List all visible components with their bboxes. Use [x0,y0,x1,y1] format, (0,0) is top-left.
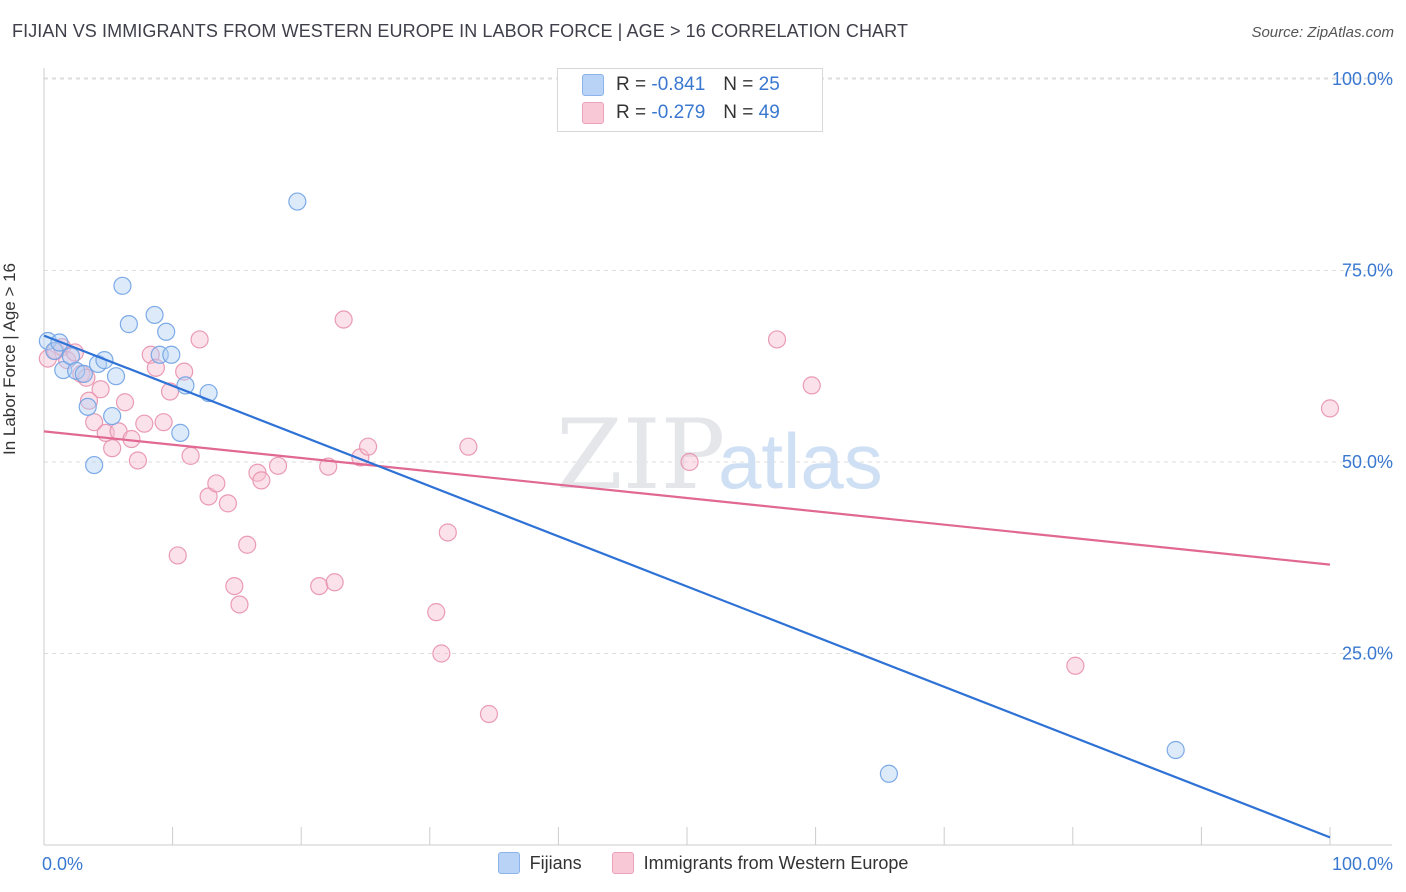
fijians-swatch [582,74,604,96]
fijians-point [113,276,132,295]
immigrants-point [230,595,249,614]
immigrants-point [252,471,271,490]
fijians-point [78,397,97,416]
fijians-point [1166,740,1185,760]
immigrants-point [154,413,173,432]
fijians-point [879,764,899,783]
immigrants-point [168,546,187,565]
immigrants-point [135,414,154,433]
n-label: N = [723,74,754,95]
r-label: R = [616,102,647,123]
series-legend: Fijians Immigrants from Western Europe [0,852,1406,874]
immigrants-point [218,494,237,513]
legend-item-fijians[interactable]: Fijians [497,852,582,874]
x-tick-label-max: 100.0% [1332,854,1393,874]
immigrants-swatch [582,102,604,124]
immigrants-point [91,380,110,399]
immigrants-point [85,413,104,432]
fijians-point [119,315,138,334]
immigrants-point [427,603,446,622]
x-tick-label-min: 0.0% [42,854,83,874]
r-label: R = [616,74,647,95]
watermark: ZIP atlas [556,399,883,511]
immigrants-point [115,393,135,412]
tick-labels: 25.0% 50.0% 75.0% 100.0% 0.0% 100.0% [42,69,1393,874]
immigrants-point [207,474,226,493]
n-label: N = [723,102,754,123]
immigrants-point [802,376,821,395]
stats-legend: R = -0.841 N = 25 R = -0.279 N = 49 [557,68,823,132]
fijians-trend-line [43,334,1331,839]
fijians-point [171,423,190,442]
y-tick-label-50: 50.0% [1342,452,1393,472]
fijians-point [288,192,307,211]
immigrants-point [325,573,344,592]
stats-row-fijians: R = -0.841 N = 25 [582,74,780,96]
immigrants-point [1320,399,1340,418]
fijians-point [85,455,104,475]
legend-label-immigrants: Immigrants from Western Europe [643,852,909,873]
immigrants-point [181,446,200,465]
stats-row-immigrants: R = -0.279 N = 49 [582,102,780,124]
axes [43,68,1392,846]
immigrants-point [310,576,329,596]
fijians-point [74,364,93,384]
y-tick-label-100: 100.0% [1332,69,1393,89]
y-tick-label-25: 25.0% [1342,644,1393,664]
immigrants-point [103,439,122,458]
immigrants-point [479,704,499,724]
immigrants-point [238,535,257,554]
immigrants-point [680,452,699,472]
immigrants-swatch [611,852,634,874]
immigrants-point [438,523,457,542]
r-value-immigrants: -0.279 [651,102,706,123]
trend-lines [43,334,1331,839]
immigrants-point [225,576,244,596]
immigrants-point [175,362,194,381]
immigrants-point [79,391,99,410]
series-immigrants-points [38,310,1340,724]
legend-item-immigrants[interactable]: Immigrants from Western Europe [611,852,909,874]
immigrants-point [268,456,288,475]
r-value-fijians: -0.841 [651,74,706,95]
fijians-point [106,367,126,386]
immigrants-point [432,644,451,663]
immigrants-point [1066,656,1085,675]
immigrants-point [334,310,353,329]
y-axis-label: In Labor Force | Age > 16 [0,262,19,455]
fijians-point [157,322,176,341]
n-value-immigrants: 49 [758,102,780,123]
immigrants-trend-line [43,430,1331,566]
immigrants-point [358,437,378,456]
fijians-point [145,305,164,325]
immigrants-point [459,437,478,456]
watermark-atlas: atlas [718,417,883,505]
n-value-fijians: 25 [758,74,780,95]
legend-label-fijians: Fijians [529,852,582,873]
immigrants-point [767,330,787,349]
fijians-point [162,345,181,364]
y-tick-label-75: 75.0% [1342,261,1393,281]
chart-title: FIJIAN VS IMMIGRANTS FROM WESTERN EUROPE… [12,21,909,41]
source-credit: Source: ZipAtlas.com [1251,24,1394,41]
immigrants-point [128,451,147,470]
fijians-point [103,406,122,426]
immigrants-point [190,330,209,349]
fijians-swatch [497,852,520,874]
fijians-point [54,360,73,380]
grid-lines [44,77,1392,654]
